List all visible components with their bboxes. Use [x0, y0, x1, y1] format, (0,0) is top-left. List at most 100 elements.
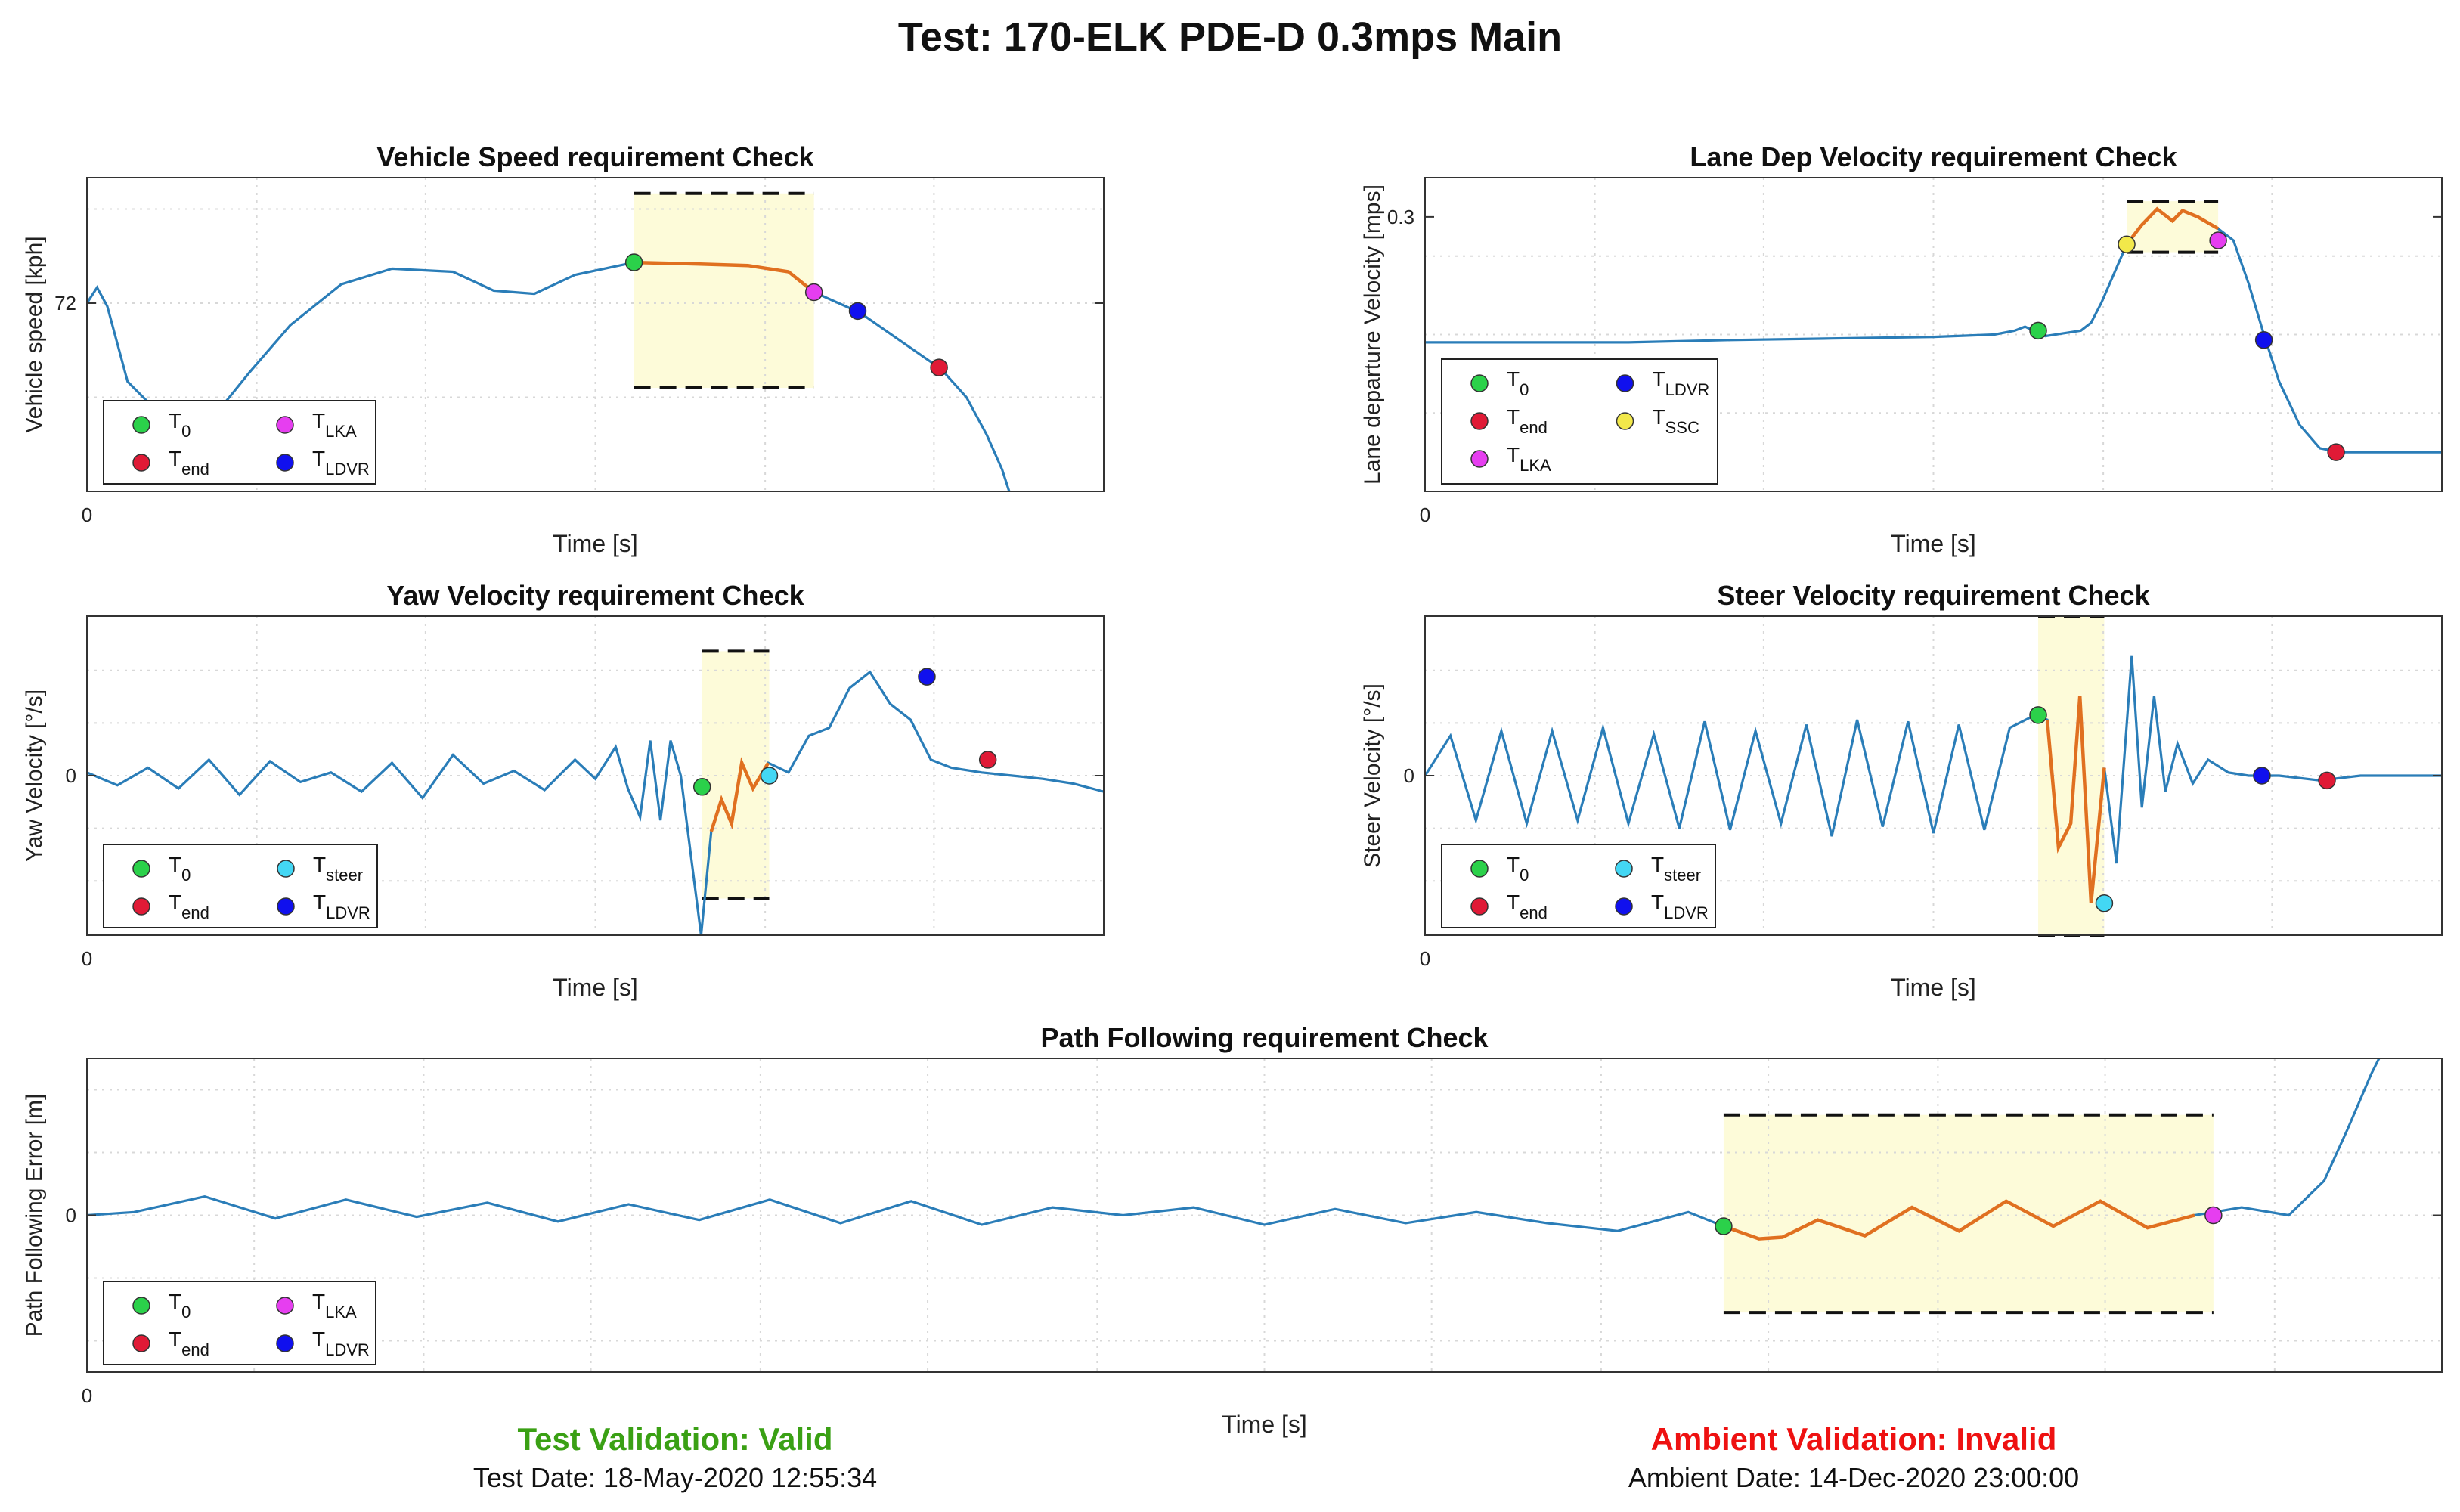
requirement-band	[1723, 1114, 2214, 1313]
event-marker-Tend	[2318, 771, 2336, 790]
axes-frame	[1424, 177, 2443, 492]
chart-title: Yaw Velocity requirement Check	[386, 580, 804, 611]
event-marker-Tend	[2327, 443, 2345, 461]
x-tick-label: 0	[82, 947, 92, 970]
x-axis-label: Time [s]	[1222, 1411, 1307, 1438]
legend-marker-Tend	[1470, 897, 1489, 916]
event-marker-Tsteer	[2095, 894, 2114, 912]
legend-marker-TLDVR	[277, 897, 295, 916]
legend-marker-TLKA	[1470, 450, 1489, 468]
y-axis-label: Yaw Velocity [°/s]	[22, 689, 47, 862]
legend-subscript: LKA	[325, 422, 357, 441]
requirement-segment	[1723, 1199, 2195, 1241]
legend-subscript: 0	[181, 422, 191, 441]
event-marker-T0	[1715, 1217, 1733, 1235]
requirement-band	[2038, 616, 2105, 935]
legend-marker-T0	[132, 1297, 150, 1315]
legend-marker-Tend	[132, 897, 150, 916]
chart-title: Vehicle Speed requirement Check	[376, 141, 814, 172]
series-line	[87, 670, 1104, 935]
requirement-segment	[709, 757, 770, 832]
event-marker-TLDVR	[848, 302, 867, 321]
legend-marker-TSSC	[1616, 412, 1634, 430]
legend-subscript: end	[181, 460, 209, 479]
requirement-band	[634, 193, 814, 389]
legend-subscript: 0	[1520, 866, 1529, 885]
legend-marker-Tend	[132, 1334, 150, 1352]
event-marker-Tend	[930, 358, 948, 376]
ambient-validation-status: Ambient Validation: Invalid	[1650, 1421, 2057, 1457]
legend-subscript: LDVR	[326, 903, 370, 922]
legend-box	[1441, 844, 1716, 928]
legend-subscript: 0	[181, 866, 191, 885]
legend-subscript: LKA	[1520, 456, 1551, 475]
legend-marker-TLDVR	[276, 1334, 294, 1352]
legend-subscript: steer	[1664, 866, 1701, 885]
event-marker-T0	[624, 253, 643, 271]
legend-marker-TLDVR	[1615, 897, 1633, 916]
legend-box	[103, 400, 376, 485]
y-tick-label: 0.3	[1387, 206, 1414, 228]
legend-marker-TLDVR	[1616, 374, 1634, 392]
legend-marker-T0	[132, 416, 150, 434]
legend-subscript: end	[1520, 418, 1548, 437]
legend-subscript: LKA	[325, 1303, 357, 1321]
event-marker-T0	[2029, 321, 2047, 340]
x-tick-label: 0	[82, 1384, 92, 1407]
x-axis-label: Time [s]	[1891, 530, 1976, 557]
chart-title: Path Following requirement Check	[1040, 1022, 1489, 1053]
y-tick-label: 0	[1404, 764, 1414, 787]
requirement-segment	[634, 260, 816, 294]
legend-marker-T0	[132, 860, 150, 878]
axes-frame	[86, 177, 1105, 492]
chart-path-following: 0 0 Path Following requirement Check Time […	[22, 1022, 2443, 1438]
legend-marker-T0	[1470, 374, 1489, 392]
y-tick-label: 72	[54, 292, 76, 314]
event-marker-TLKA	[2209, 231, 2227, 249]
event-marker-TSSC	[2118, 235, 2136, 253]
x-tick-label: 0	[82, 503, 92, 526]
legend-marker-TLKA	[276, 416, 294, 434]
test-validation-block: Test Validation: Valid Test Date: 18-May…	[297, 1421, 1053, 1494]
test-validation-status: Test Validation: Valid	[517, 1421, 833, 1457]
legend-subscript: SSC	[1665, 418, 1699, 437]
legend-marker-Tend	[132, 454, 150, 472]
requirement-segment	[2045, 696, 2106, 904]
x-tick-label: 0	[1420, 503, 1430, 526]
x-axis-label: Time [s]	[1891, 974, 1976, 1001]
legend-subscript: steer	[326, 866, 363, 885]
legend-marker-Tend	[1470, 412, 1489, 430]
series-line	[87, 1058, 2381, 1241]
ambient-validation-block: Ambient Validation: Invalid Ambient Date…	[1476, 1421, 2232, 1494]
x-axis-label: Time [s]	[553, 974, 638, 1001]
event-marker-Tsteer	[760, 767, 779, 785]
legend-subscript: end	[1520, 903, 1548, 922]
chart-lane-dep-velocity: 0.3 0 Lane Dep Velocity requirement Check T…	[1360, 141, 2443, 557]
series-line	[1425, 655, 2442, 903]
legend-marker-Tsteer	[277, 860, 295, 878]
legend-subscript: LDVR	[325, 1340, 370, 1359]
legend-subscript: LDVR	[325, 460, 370, 479]
legend-subscript: LDVR	[1665, 380, 1710, 399]
legend-marker-TLDVR	[276, 454, 294, 472]
y-tick-label: 0	[66, 1204, 76, 1227]
y-axis-label: Steer Velocity [°/s]	[1360, 683, 1385, 868]
legend-subscript: 0	[181, 1303, 191, 1321]
event-marker-TLDVR	[2254, 331, 2273, 349]
chart-vehicle-speed: 72 0 Vehicle Speed requirement Check Time […	[22, 141, 1105, 557]
legend-marker-TLKA	[276, 1297, 294, 1315]
requirement-segment	[2125, 206, 2220, 246]
event-marker-T0	[692, 778, 711, 796]
x-tick-label: 0	[1420, 947, 1430, 970]
legend-subscript: end	[181, 1340, 209, 1359]
event-marker-TLKA	[804, 283, 823, 302]
chart-title: Lane Dep Velocity requirement Check	[1690, 141, 2177, 172]
event-marker-TLDVR	[918, 668, 936, 686]
legend-subscript: 0	[1520, 380, 1529, 399]
test-date: Test Date: 18-May-2020 12:55:34	[472, 1462, 878, 1493]
